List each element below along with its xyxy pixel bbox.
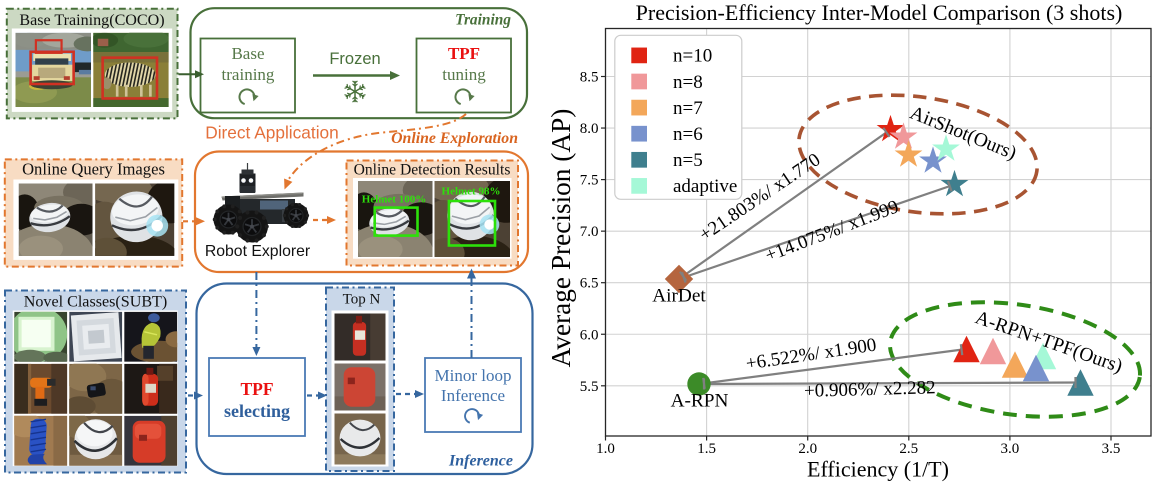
svg-text:Base Training(COCO): Base Training(COCO) bbox=[19, 12, 164, 29]
svg-text:8.5: 8.5 bbox=[580, 70, 599, 86]
svg-text:2.5: 2.5 bbox=[899, 441, 918, 457]
svg-text:5.5: 5.5 bbox=[580, 379, 599, 395]
svg-text:Base: Base bbox=[231, 44, 264, 63]
svg-text:Efficiency (1/T): Efficiency (1/T) bbox=[807, 457, 949, 482]
svg-text:n=7: n=7 bbox=[673, 98, 703, 119]
svg-text:Minor loop: Minor loop bbox=[435, 366, 512, 385]
svg-text:7.0: 7.0 bbox=[580, 224, 599, 240]
svg-text:Training: Training bbox=[455, 12, 511, 29]
svg-text:8.0: 8.0 bbox=[580, 121, 599, 137]
svg-text:Online Detection Results: Online Detection Results bbox=[354, 162, 511, 179]
svg-text:Frozen: Frozen bbox=[329, 50, 380, 68]
svg-text:TPF: TPF bbox=[448, 44, 480, 63]
svg-text:n=6: n=6 bbox=[673, 124, 703, 145]
svg-text:Average Precision (AP): Average Precision (AP) bbox=[546, 109, 576, 368]
svg-text:AirShot(Ours): AirShot(Ours) bbox=[907, 103, 1019, 165]
svg-text:n=10: n=10 bbox=[673, 46, 712, 67]
svg-text:3.0: 3.0 bbox=[1001, 441, 1020, 457]
svg-text:1.0: 1.0 bbox=[596, 441, 615, 457]
svg-text:3.5: 3.5 bbox=[1102, 441, 1121, 457]
svg-text:7.5: 7.5 bbox=[580, 173, 599, 189]
svg-text:+0.906%/ x2.282: +0.906%/ x2.282 bbox=[804, 377, 936, 401]
svg-text:Top N: Top N bbox=[343, 292, 381, 308]
svg-text:Online Exploration: Online Exploration bbox=[391, 130, 518, 147]
svg-text:Inference: Inference bbox=[441, 386, 505, 405]
svg-text:6.0: 6.0 bbox=[580, 327, 599, 343]
svg-text:Helmet 100%: Helmet 100% bbox=[362, 194, 426, 206]
svg-text:Novel Classes(SUBT): Novel Classes(SUBT) bbox=[24, 294, 168, 311]
svg-text:A-RPN: A-RPN bbox=[671, 391, 729, 412]
svg-text:2.0: 2.0 bbox=[798, 441, 817, 457]
svg-text:selecting: selecting bbox=[224, 401, 290, 421]
svg-text:training: training bbox=[222, 65, 275, 84]
svg-text:Helmet 98%: Helmet 98% bbox=[442, 186, 501, 198]
svg-text:TPF: TPF bbox=[240, 379, 273, 399]
svg-text:Inference: Inference bbox=[448, 453, 513, 470]
svg-text:Precision-Efficiency Inter-Mod: Precision-Efficiency Inter-Model Compari… bbox=[636, 0, 1123, 25]
svg-text:6.5: 6.5 bbox=[580, 276, 599, 292]
svg-text:tuning: tuning bbox=[442, 65, 486, 84]
svg-text:1.5: 1.5 bbox=[697, 441, 716, 457]
svg-text:AirDet: AirDet bbox=[652, 286, 706, 307]
svg-text:Direct Application: Direct Application bbox=[205, 123, 339, 143]
svg-text:n=5: n=5 bbox=[673, 150, 703, 171]
svg-text:Online Query Images: Online Query Images bbox=[22, 160, 165, 179]
svg-text:adaptive: adaptive bbox=[673, 176, 737, 197]
svg-text:n=8: n=8 bbox=[673, 72, 703, 93]
svg-text:Robot Explorer: Robot Explorer bbox=[205, 243, 310, 260]
